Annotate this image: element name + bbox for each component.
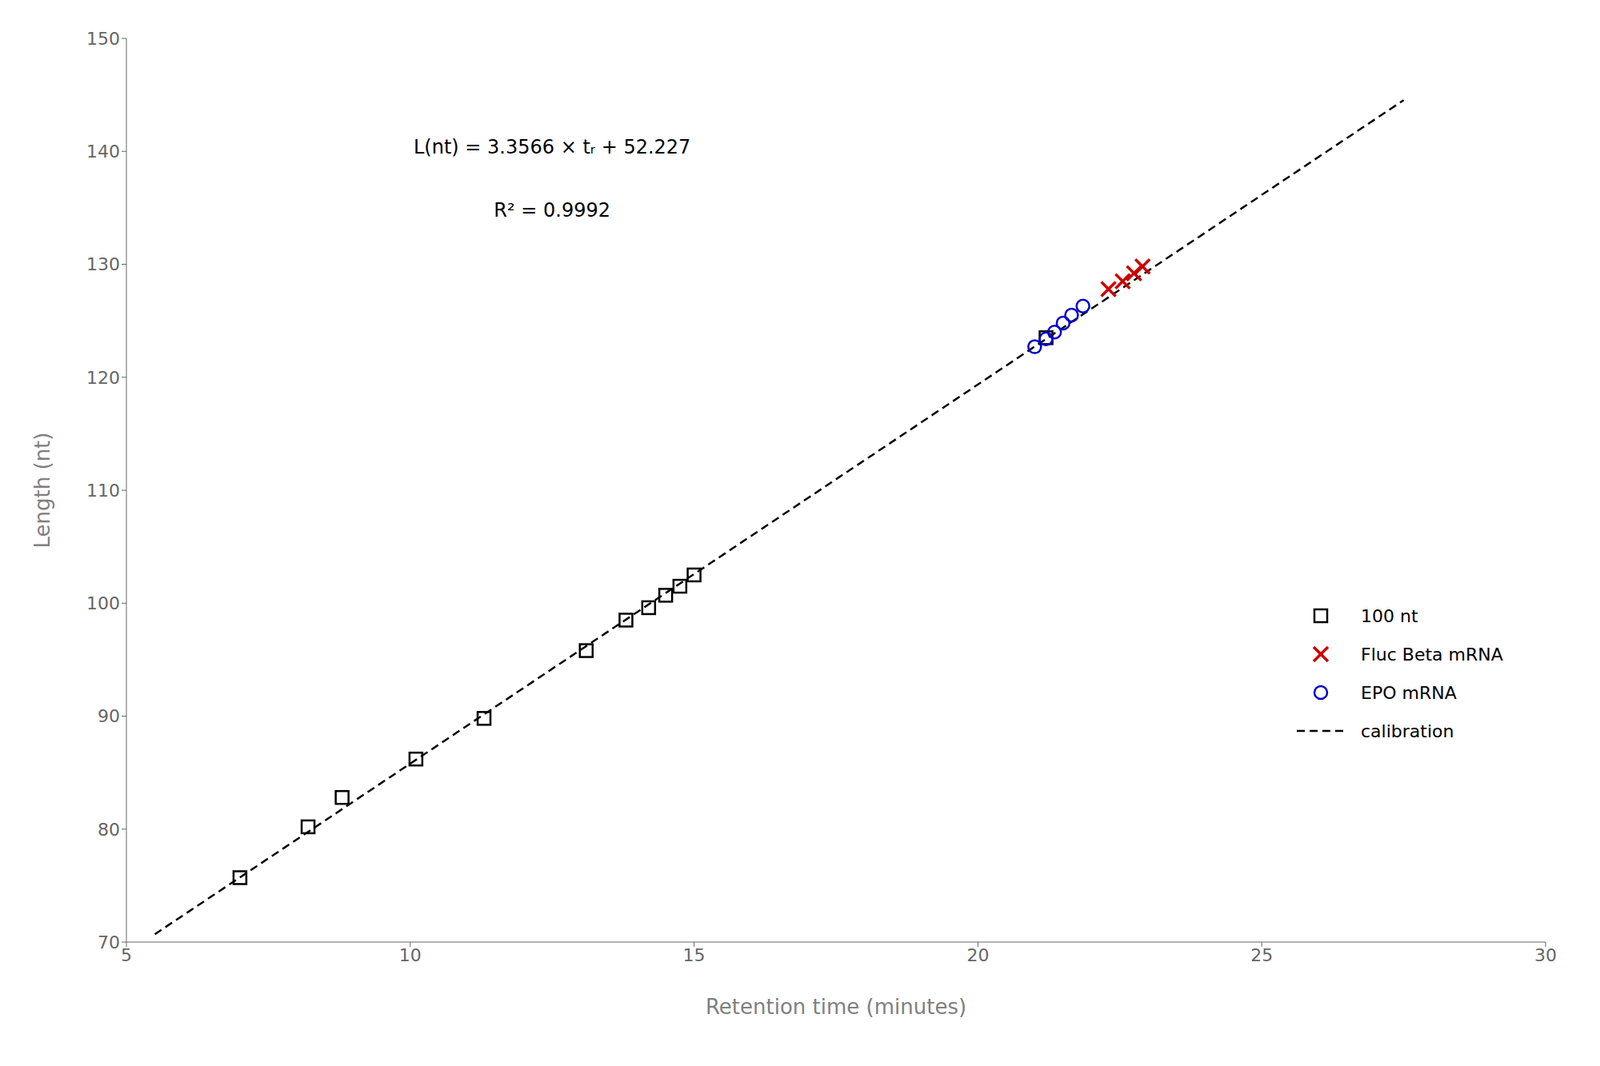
svg-text:130: 130 [86, 254, 120, 275]
svg-text:140: 140 [86, 141, 120, 162]
html-text:EPO mRNA: EPO mRNA [1360, 683, 1457, 704]
svg-text:70: 70 [97, 932, 120, 953]
svg-text:15: 15 [683, 945, 706, 966]
svg-text:Length (nt): Length (nt) [30, 432, 55, 549]
svg-text:10: 10 [399, 945, 422, 966]
svg-text:100: 100 [86, 593, 120, 614]
html-text:100 nt: 100 nt [1360, 606, 1419, 627]
html-text:R² = 0.9992: R² = 0.9992 [493, 198, 611, 222]
html-text:calibration: calibration [1360, 721, 1454, 742]
svg-text:Retention time (minutes): Retention time (minutes) [705, 995, 967, 1020]
html-text:Fluc Beta mRNA: Fluc Beta mRNA [1360, 644, 1504, 665]
svg-text:30: 30 [1534, 945, 1557, 966]
svg-text:150: 150 [86, 28, 120, 49]
svg-text:90: 90 [97, 706, 120, 727]
svg-text:25: 25 [1250, 945, 1273, 966]
svg-text:80: 80 [97, 820, 120, 840]
svg-text:120: 120 [86, 368, 120, 388]
html-text:L(nt) = 3.3566 × tᵣ + 52.227: L(nt) = 3.3566 × tᵣ + 52.227 [413, 135, 691, 159]
svg-text:20: 20 [966, 945, 989, 966]
svg-text:5: 5 [120, 945, 132, 966]
svg-text:110: 110 [86, 480, 120, 501]
